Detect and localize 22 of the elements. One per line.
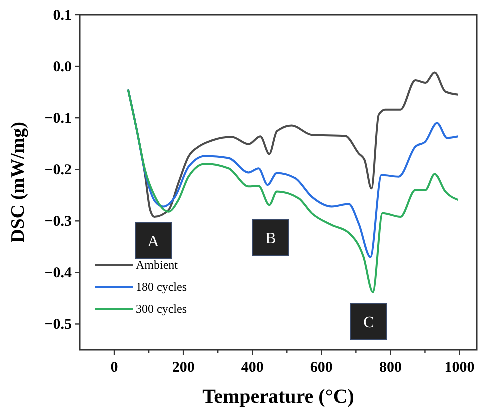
x-tick-label: 600 [310, 360, 333, 376]
annotation: B [266, 230, 276, 248]
x-tick-label: 200 [172, 360, 195, 376]
y-tick-label: 0.0 [53, 60, 72, 76]
x-tick-label: 1000 [444, 360, 475, 376]
y-tick-label: 0.1 [53, 8, 72, 24]
annotation: C [364, 314, 374, 332]
y-tick-label: −0.3 [44, 214, 72, 230]
x-tick-label: 800 [379, 360, 402, 376]
y-tick-label: −0.2 [44, 162, 72, 179]
line-series [127, 88, 460, 294]
x-axis-title: Temperature (°C) [202, 386, 354, 408]
y-axis-title: DSC (mW/mg) [8, 122, 29, 243]
y-tick-label: −0.1 [44, 111, 72, 128]
legend-label: 300 cycles [136, 302, 188, 316]
y-tick-label: −0.5 [44, 317, 72, 334]
x-tick-label: 400 [241, 360, 264, 376]
legend-label: 180 cycles [136, 280, 188, 294]
legend-label: Ambient [136, 258, 179, 272]
annotation: A [148, 234, 160, 251]
x-tick-label: 0 [110, 360, 118, 376]
y-tick-label: −0.4 [44, 266, 72, 282]
